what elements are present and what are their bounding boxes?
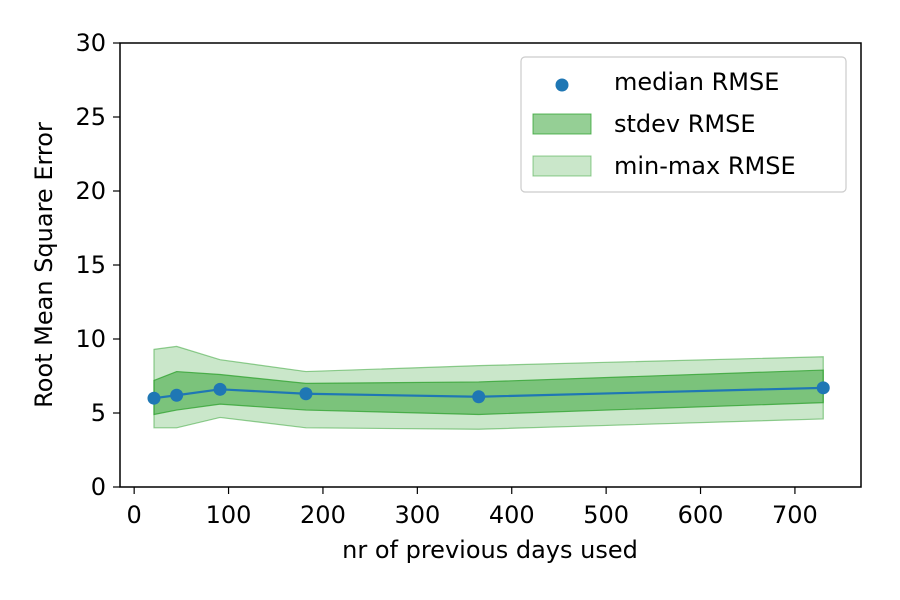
median-point <box>299 387 313 401</box>
x-tick-label: 400 <box>489 501 535 529</box>
y-tick-label: 25 <box>75 103 106 131</box>
legend-median-marker <box>555 78 569 92</box>
x-axis: 0 100 200 300 400 500 600 700 <box>127 487 818 529</box>
y-axis: 0 5 10 15 20 25 30 <box>75 29 120 501</box>
y-tick-label: 0 <box>91 473 106 501</box>
y-tick-label: 15 <box>75 251 106 279</box>
median-point <box>816 381 830 395</box>
band-stdev-rmse <box>153 369 824 416</box>
bands-layer <box>153 345 824 430</box>
median-point <box>147 391 161 405</box>
y-tick-label: 10 <box>75 325 106 353</box>
legend-minmax-swatch <box>532 155 592 177</box>
median-point <box>170 388 184 402</box>
y-tick-label: 20 <box>75 177 106 205</box>
legend: median RMSE stdev RMSE min-max RMSE <box>520 56 847 193</box>
y-axis-title: Root Mean Square Error <box>30 122 58 408</box>
y-tick-label: 30 <box>75 29 106 57</box>
x-tick-label: 100 <box>206 501 252 529</box>
median-point <box>472 390 486 404</box>
x-tick-label: 700 <box>772 501 818 529</box>
x-tick-label: 0 <box>127 501 142 529</box>
median-layer <box>147 381 830 405</box>
x-tick-label: 300 <box>394 501 440 529</box>
legend-stdev-swatch <box>532 113 592 135</box>
x-tick-label: 600 <box>678 501 724 529</box>
median-point <box>213 382 227 396</box>
x-axis-title: nr of previous days used <box>342 536 638 564</box>
x-tick-label: 200 <box>300 501 346 529</box>
x-tick-label: 500 <box>583 501 629 529</box>
y-tick-label: 5 <box>91 399 106 427</box>
legend-minmax-label: min-max RMSE <box>614 152 796 180</box>
legend-stdev-label: stdev RMSE <box>614 110 756 138</box>
legend-box <box>520 56 847 193</box>
legend-median-label: median RMSE <box>614 68 779 96</box>
